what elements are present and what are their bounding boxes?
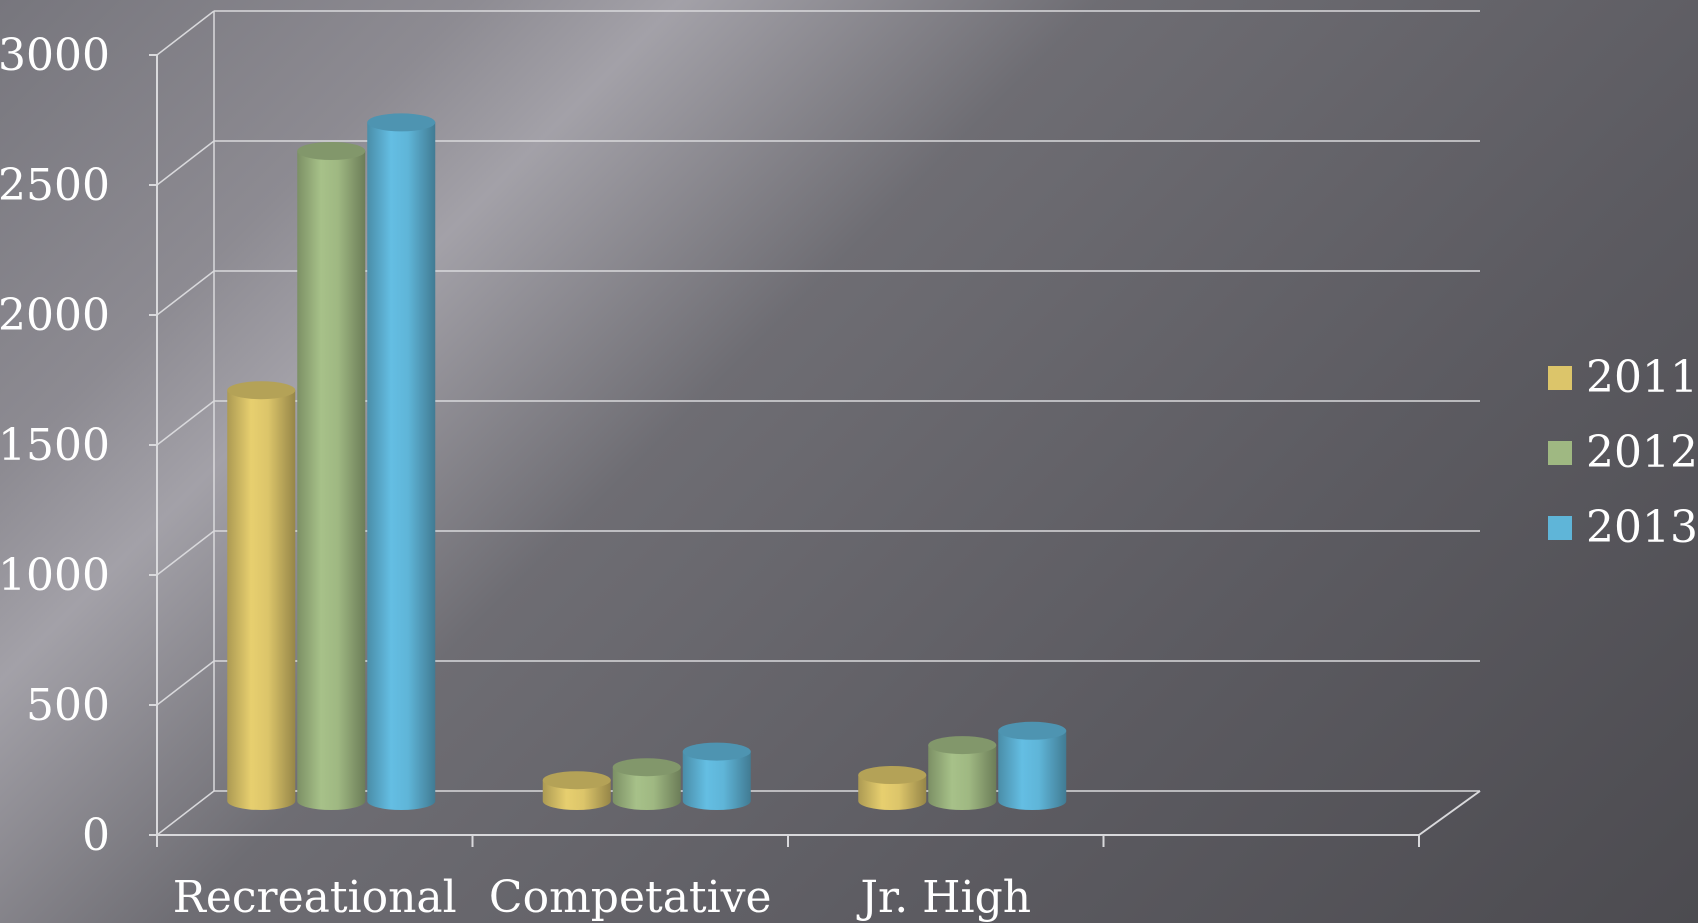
bar-2012-recreational — [297, 151, 366, 810]
y-tick-label: 2500 — [0, 160, 110, 211]
y-tick-label: 1000 — [0, 550, 110, 601]
y-tick-label: 3000 — [0, 30, 110, 81]
bar-top — [928, 736, 997, 755]
bar-top — [858, 766, 927, 784]
x-tick-label: Jr. High — [856, 872, 1031, 923]
bar-2011-recreational — [227, 390, 296, 810]
y-tick-label: 500 — [26, 680, 110, 731]
wall-gridline — [156, 790, 215, 836]
bar-top — [998, 721, 1067, 740]
legend-swatch-2011 — [1548, 366, 1572, 390]
bar-top — [682, 742, 751, 761]
wall-gridline — [156, 530, 215, 576]
legend-swatch-2012 — [1548, 441, 1572, 465]
bar-top — [367, 113, 436, 132]
y-tick-label: 1500 — [0, 420, 110, 471]
legend-label-2013: 2013 — [1586, 502, 1698, 553]
wall-gridline — [156, 140, 215, 186]
legend-label-2012: 2012 — [1586, 427, 1698, 478]
bar-2013-competative — [682, 751, 751, 810]
bar-top — [612, 758, 681, 777]
wall-gridline — [156, 10, 215, 56]
bar-2012-competative — [612, 767, 681, 810]
x-tick-label: Competative — [489, 872, 772, 923]
bar-top — [297, 142, 366, 160]
bar-2013-jr-high — [998, 730, 1067, 810]
y-tick-label: 0 — [82, 810, 110, 861]
legend-swatch-2013 — [1548, 516, 1572, 540]
bar-top — [227, 381, 296, 400]
x-tick-label: Recreational — [173, 872, 457, 923]
bar-2012-jr-high — [928, 745, 997, 810]
bar-top — [542, 771, 611, 790]
y-tick-label: 2000 — [0, 290, 110, 341]
wall-gridline — [156, 660, 215, 706]
bar-2013-recreational — [367, 122, 436, 810]
legend-label-2011: 2011 — [1586, 352, 1698, 403]
wall-gridline — [156, 400, 215, 446]
floor-right-edge — [1418, 790, 1481, 836]
bar-2011-jr-high — [858, 775, 927, 810]
wall-gridline — [156, 270, 215, 316]
